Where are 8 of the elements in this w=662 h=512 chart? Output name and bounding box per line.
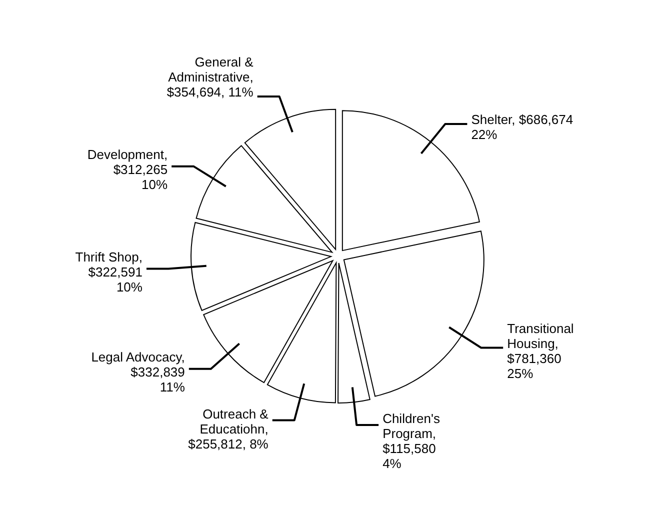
slice-label: Transitional Housing, $781,360 25% xyxy=(507,320,574,381)
slice-label: Legal Advocacy, $332,839 11% xyxy=(91,349,186,394)
slice-label: Children's Program, $115,580 4% xyxy=(382,410,440,471)
slice-label: General & Administrative, $354,694, 11% xyxy=(166,54,254,100)
slice-label: Outreach & Educatiohn, $255,812, 8% xyxy=(188,406,269,452)
slice-label: Thrift Shop, $322,591 10% xyxy=(75,249,143,294)
slice-label: Shelter, $686,674 22% xyxy=(471,112,574,142)
slice-label: Development, $312,265 10% xyxy=(87,146,168,192)
